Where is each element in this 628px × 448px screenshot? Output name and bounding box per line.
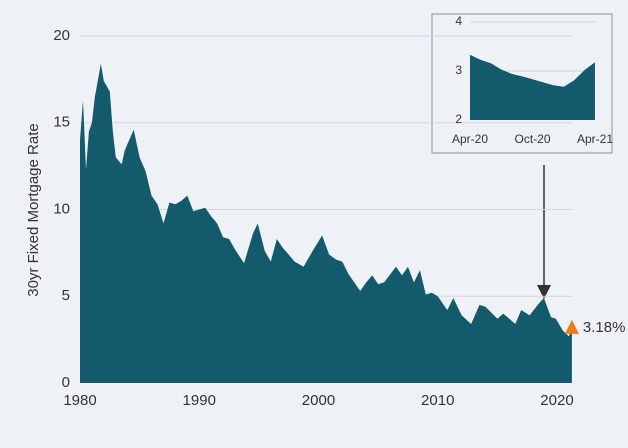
plot: 2 3 4 Apr-20 Oct-20 Apr-21: [452, 14, 613, 146]
y-tick-label: 2: [455, 112, 462, 126]
area: [80, 63, 572, 384]
area: [470, 54, 595, 120]
x-tick-label: 2010: [421, 392, 454, 409]
arrow-head: [537, 285, 551, 299]
y-tick-label: 20: [53, 27, 70, 44]
x-tick-label: 1980: [63, 392, 96, 409]
x-tick-label: 2000: [302, 392, 335, 409]
latest-marker: [564, 319, 579, 334]
y-tick-label: 0: [62, 374, 70, 391]
y-axis-label: 30yr Fixed Mortgage Rate: [25, 123, 42, 296]
latest-label: 3.18%: [583, 319, 626, 336]
x-tick-label: Apr-21: [577, 132, 613, 146]
y-tick-label: 5: [62, 287, 70, 304]
y-tick-label: 4: [455, 14, 462, 28]
y-tick-label: 3: [455, 63, 462, 77]
y-tick-label: 10: [53, 200, 70, 217]
x-tick-label: Apr-20: [452, 132, 488, 146]
x-tick-label: 1990: [183, 392, 216, 409]
plot: 0 5 10 15 20 1980 1990 2000 2010 2020 3.18%: [53, 27, 625, 409]
x-tick-label: Oct-20: [514, 132, 550, 146]
y-tick-label: 15: [53, 114, 70, 131]
x-tick-label: 2020: [540, 392, 573, 409]
